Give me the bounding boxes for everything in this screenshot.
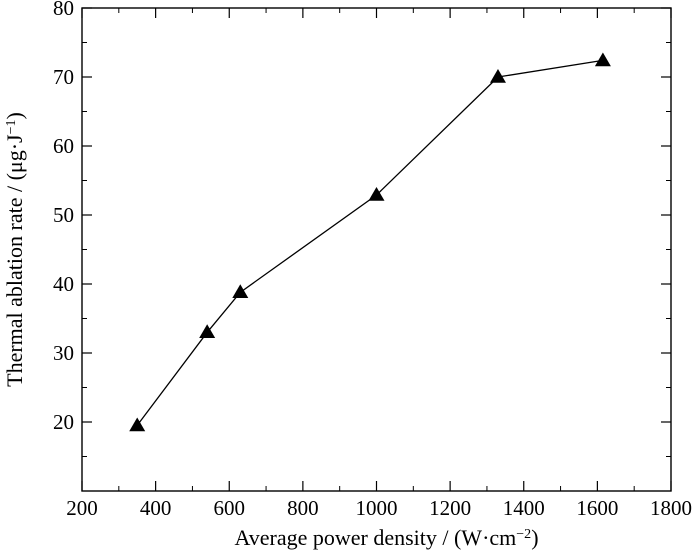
series-layer [129, 52, 611, 432]
x-tick-label: 1200 [429, 496, 471, 520]
y-axis-title-tail: ) [2, 112, 27, 119]
data-point-triangle [489, 69, 506, 83]
x-axis-title-tail: ) [531, 525, 538, 550]
y-tick-label: 60 [53, 134, 74, 158]
y-tick-label: 50 [53, 203, 74, 227]
data-point-triangle [368, 186, 385, 201]
y-tick-label: 40 [53, 272, 74, 296]
x-tick-label: 200 [66, 496, 98, 520]
y-axis-title-sup: −1 [4, 119, 19, 134]
data-point-triangle [594, 52, 611, 67]
y-tick-label: 20 [53, 410, 74, 434]
x-tick-label: 600 [214, 496, 246, 520]
data-point-triangle [199, 324, 216, 339]
x-axis-title-sup: −2 [516, 527, 531, 542]
x-axis-title-main: Average power density / (W·cm [234, 525, 516, 550]
x-tick-label: 1400 [503, 496, 545, 520]
data-point-triangle [232, 284, 249, 299]
x-tick-label: 1800 [650, 496, 692, 520]
x-axis-title: Average power density / (W·cm−2) [234, 525, 538, 550]
y-axis-title-main: Thermal ablation rate / (μg·J [2, 134, 27, 387]
x-tick-label: 800 [287, 496, 319, 520]
y-axis-title: Thermal ablation rate / (μg·J−1) [2, 112, 27, 387]
series-line [136, 59, 604, 426]
y-tick-label: 80 [53, 0, 74, 20]
x-tick-label: 1600 [576, 496, 618, 520]
plot-border [81, 7, 672, 492]
x-tick-label: 400 [140, 496, 172, 520]
x-tick-label: 1000 [356, 496, 398, 520]
x-axis-ticks: 200 400 600 800 1000 1200 1400 1600 1800 [66, 8, 692, 520]
plot-frame [81, 7, 672, 492]
y-tick-label: 30 [53, 341, 74, 365]
data-point-triangle [129, 417, 146, 432]
y-tick-label: 70 [53, 65, 74, 89]
y-axis-ticks: 20 30 40 50 60 70 80 [53, 0, 671, 457]
